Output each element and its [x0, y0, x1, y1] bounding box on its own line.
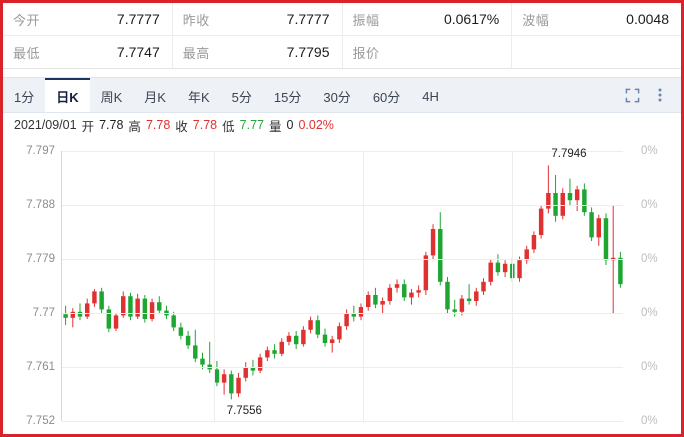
tab-weekly-k[interactable]: 周K	[100, 89, 123, 105]
info-volume-label: 量	[269, 119, 282, 134]
fullscreen-icon[interactable]	[623, 86, 641, 104]
quote-value: 0.0617%	[443, 11, 500, 27]
quote-value: 7.7777	[286, 11, 330, 27]
candle-series	[63, 165, 623, 400]
quote-label: 振幅	[352, 12, 380, 28]
quote-value: 7.7777	[116, 11, 160, 27]
quote-value: 7.7747	[116, 44, 160, 60]
quote-header: 今开 7.7777 昨收 7.7777 振幅 0.0617% 波幅 0.0048…	[3, 3, 681, 69]
tab-yearly-k[interactable]: 年K	[187, 89, 210, 105]
info-date: 2021/09/01	[14, 118, 77, 132]
right-axis-tick-label: 0%	[641, 145, 658, 157]
tab-15min[interactable]: 15分	[273, 89, 302, 105]
quote-label: 今开	[13, 12, 41, 28]
annotation-period-high: 7.7946	[551, 148, 587, 161]
info-change-pct: 0.02%	[298, 118, 334, 132]
gridline-horizontal	[62, 151, 623, 152]
right-axis-labels: 0% 0% 0% 0% 0% 0%	[623, 145, 679, 427]
quote-cell-bid: 报价	[343, 36, 513, 68]
tab-30min[interactable]: 30分	[323, 89, 351, 105]
quote-cell-high: 最高 7.7795	[173, 36, 343, 68]
info-volume-value: 0	[286, 118, 294, 132]
right-axis-tick-label: 0%	[641, 415, 658, 427]
y-axis-labels: 7.797 7.788 7.779 7.77 7.761 7.752	[3, 145, 55, 427]
more-vertical-icon[interactable]	[651, 86, 669, 104]
y-axis-tick-label: 7.752	[26, 415, 55, 427]
gridline-horizontal	[62, 313, 623, 314]
quote-value: 7.7795	[286, 44, 330, 60]
gridline-vertical	[214, 151, 215, 421]
quote-header-row: 今开 7.7777 昨收 7.7777 振幅 0.0617% 波幅 0.0048	[3, 3, 681, 36]
right-axis-tick-label: 0%	[641, 199, 658, 211]
right-axis-tick-label: 0%	[641, 253, 658, 265]
quote-cell-amplitude: 振幅 0.0617%	[343, 3, 513, 35]
quote-label: 报价	[352, 45, 380, 61]
tabbar-spacer	[450, 78, 623, 112]
quote-label: 昨收	[182, 12, 210, 28]
tab-monthly-k[interactable]: 月K	[144, 89, 166, 105]
info-high-label: 高	[128, 119, 141, 134]
info-open-label: 开	[81, 119, 95, 134]
info-close-label: 收	[175, 119, 188, 134]
ohlc-info-line: 2021/09/01 开 7.78 高 7.78 收 7.78 低 7.77 量…	[3, 115, 681, 135]
tabbar-tools	[623, 78, 681, 112]
y-axis-tick-label: 7.77	[32, 307, 55, 319]
quote-cell-empty	[512, 36, 681, 68]
gridline-vertical	[512, 151, 513, 421]
annotation-period-low: 7.7556	[226, 405, 262, 418]
gridline-horizontal	[62, 367, 623, 368]
gridline-vertical	[363, 151, 364, 421]
chart-plot-area[interactable]	[61, 151, 623, 422]
y-axis-tick-label: 7.779	[26, 253, 55, 265]
tab-daily-k[interactable]: 日K	[45, 78, 90, 112]
quote-header-row: 最低 7.7747 最高 7.7795 报价	[3, 36, 681, 69]
y-axis-tick-label: 7.761	[26, 361, 55, 373]
tab-60min[interactable]: 60分	[372, 89, 401, 105]
quote-cell-low: 最低 7.7747	[3, 36, 173, 68]
quote-cell-today-open: 今开 7.7777	[3, 3, 173, 35]
y-axis-tick-label: 7.797	[26, 145, 55, 157]
gridline-horizontal	[62, 205, 623, 206]
period-tabbar: 1分 日K 周K 月K 年K 5分 15分 30分 60分 4H	[3, 77, 681, 113]
quote-cell-prev-close: 昨收 7.7777	[173, 3, 343, 35]
quote-value: 0.0048	[626, 11, 669, 27]
candlestick-chart[interactable]: 7.797 7.788 7.779 7.77 7.761 7.752 0% 0% 0% 0% 0%…	[3, 135, 681, 434]
quote-label: 最低	[13, 45, 41, 61]
quote-label: 波幅	[522, 12, 550, 28]
right-axis-tick-label: 0%	[641, 307, 658, 319]
tab-5min[interactable]: 5分	[231, 89, 252, 105]
tab-1min[interactable]: 1分	[14, 89, 35, 105]
tab-4h[interactable]: 4H	[422, 88, 439, 104]
right-axis-tick-label: 0%	[641, 361, 658, 373]
quote-cell-wave: 波幅 0.0048	[512, 3, 681, 35]
info-close-value: 7.78	[192, 118, 218, 132]
gridline-horizontal	[62, 259, 623, 260]
info-low-value: 7.77	[239, 118, 264, 132]
quote-label: 最高	[182, 45, 210, 61]
info-open-value: 7.78	[99, 118, 124, 132]
info-low-label: 低	[222, 119, 235, 134]
info-high-value: 7.78	[145, 118, 171, 132]
gridline-horizontal	[62, 421, 623, 422]
y-axis-tick-label: 7.788	[26, 199, 55, 211]
